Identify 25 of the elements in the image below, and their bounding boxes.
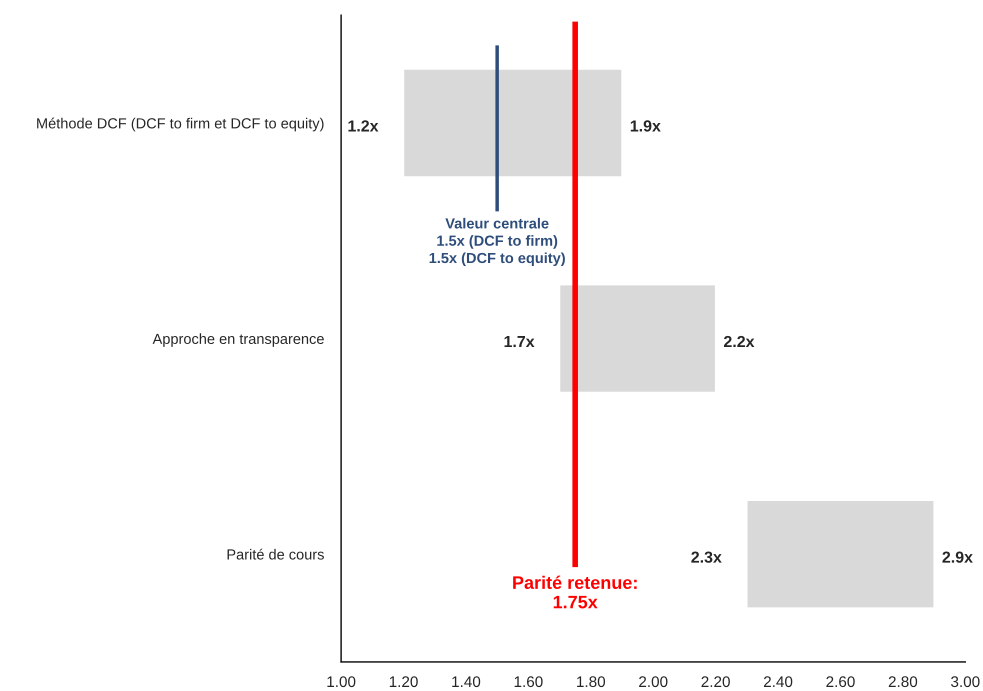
y-tick-label: Approche en transparence — [152, 333, 324, 347]
x-tick-label: 1.60 — [514, 676, 543, 688]
annotation: 2.9x — [942, 551, 973, 563]
annotation: 1.2x — [348, 120, 378, 132]
x-tick-label: 3.00 — [951, 676, 980, 688]
x-tick-label: 1.00 — [327, 676, 356, 688]
annotation: 1.7x — [504, 336, 534, 348]
ref-line-label: Valeur centrale 1.5x (DCF to firm) 1.5x (DCF to equity) — [430, 218, 565, 266]
x-tick-label: 2.80 — [888, 676, 918, 688]
x-tick-label: 1.20 — [390, 676, 418, 688]
y-tick-label: Méthode DCF (DCF to firm et DCF to equity) — [37, 118, 324, 132]
annotation: 2.2x — [724, 336, 754, 348]
x-tick-label: 2.40 — [764, 676, 792, 688]
annotation: 1.9x — [630, 120, 661, 132]
y-tick-label: Parité de cours — [228, 548, 324, 560]
ref-line-label: Parité retenue: 1.75x — [513, 576, 637, 608]
bar — [558, 284, 716, 394]
bar — [402, 68, 623, 178]
x-tick-label: 1.80 — [577, 676, 606, 688]
annotation: 2.3x — [691, 551, 722, 563]
x-tick-label: 2.20 — [702, 676, 730, 688]
bar — [746, 500, 935, 609]
x-tick-label: 2.60 — [826, 676, 855, 688]
x-tick-label: 2.00 — [639, 676, 668, 688]
x-tick-label: 1.40 — [452, 676, 480, 688]
